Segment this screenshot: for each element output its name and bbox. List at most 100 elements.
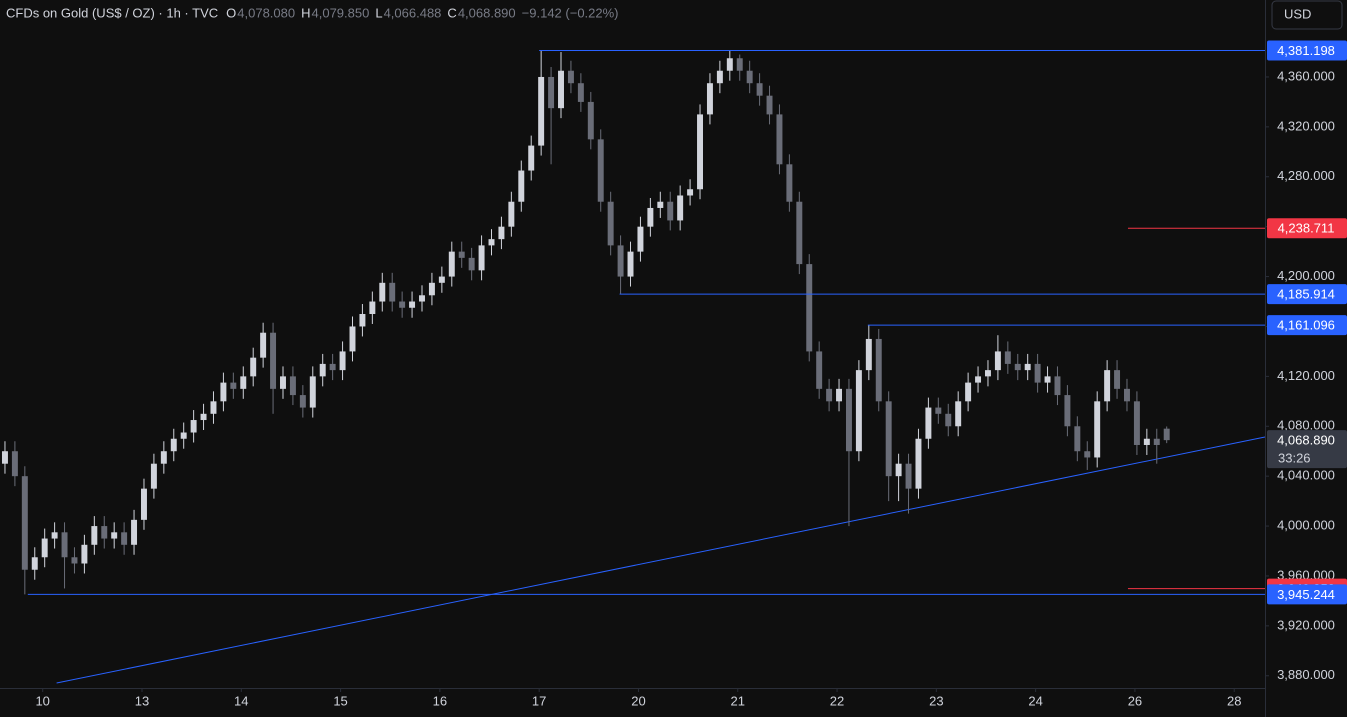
- candle-body: [816, 351, 823, 389]
- candle-body: [309, 376, 316, 408]
- x-tick-label: 28: [1227, 693, 1241, 708]
- y-tick-label: 3,920.000: [1277, 617, 1335, 632]
- candle-body: [776, 114, 783, 165]
- candle-body: [81, 544, 88, 564]
- candle-body: [945, 413, 952, 427]
- candle-body: [984, 370, 991, 377]
- price-label: 4,381.198: [1277, 43, 1335, 58]
- candle-body: [1084, 451, 1091, 458]
- candle-body: [210, 401, 217, 414]
- candle-body: [796, 201, 803, 265]
- y-tick-label: 4,000.000: [1277, 518, 1335, 533]
- candle-body: [1163, 428, 1170, 441]
- candle-body: [756, 83, 763, 96]
- countdown-label: 33:26: [1278, 451, 1311, 466]
- ohlc-key: C: [447, 5, 456, 20]
- candle-body: [1024, 363, 1031, 371]
- candle-body: [220, 382, 227, 402]
- candle-body: [280, 376, 286, 389]
- candle-body: [488, 239, 495, 246]
- candle-body: [1044, 376, 1051, 383]
- candle-body: [1, 451, 8, 464]
- candle-body: [905, 463, 912, 489]
- candle-body: [11, 451, 18, 477]
- candle-body: [716, 70, 723, 84]
- candle-body: [647, 207, 654, 227]
- ohlc-key: O: [226, 5, 236, 20]
- candle-body: [458, 251, 465, 258]
- candle-body: [518, 170, 525, 202]
- last-price-box: [1267, 430, 1347, 469]
- candle-body: [736, 58, 743, 71]
- ohlc-key: L: [375, 5, 382, 20]
- candle-body: [438, 276, 445, 283]
- candle-body: [1094, 401, 1101, 458]
- candle-body: [935, 407, 942, 414]
- y-tick-label: 4,080.000: [1277, 418, 1335, 433]
- candle-body: [1153, 438, 1160, 445]
- candle-body: [51, 532, 58, 539]
- candle-body: [260, 332, 267, 358]
- candle-body: [885, 401, 892, 477]
- candle-body: [319, 363, 326, 377]
- ohlc-value: 4,066.488: [384, 5, 442, 20]
- ohlc-value: 4,079.850: [312, 5, 370, 20]
- candle-body: [558, 70, 564, 109]
- candle-body: [299, 395, 306, 408]
- candle-body: [617, 245, 624, 277]
- candle-body: [875, 338, 882, 402]
- candle-body: [289, 376, 296, 396]
- candle-body: [270, 332, 277, 389]
- y-tick-label: 3,880.000: [1277, 667, 1335, 682]
- candle-body: [607, 201, 614, 246]
- y-tick-label: 4,320.000: [1277, 118, 1335, 133]
- price-label-box: [1267, 40, 1347, 61]
- candle-body: [399, 301, 406, 308]
- candle-body: [359, 313, 366, 327]
- candle-body: [925, 407, 932, 439]
- candle-body: [349, 326, 356, 352]
- candle-body: [41, 538, 48, 558]
- candle-body: [369, 301, 376, 314]
- candle-body: [428, 282, 435, 296]
- candle-body: [915, 438, 922, 489]
- price-label-box: [1267, 284, 1347, 305]
- candle-body: [667, 201, 674, 221]
- candle-body: [160, 451, 167, 464]
- candle-body: [448, 251, 455, 277]
- currency-button[interactable]: [1271, 0, 1343, 30]
- candle-body: [31, 557, 38, 570]
- candle-body: [706, 83, 713, 115]
- candle-body: [131, 519, 138, 545]
- candle-body: [1034, 363, 1041, 383]
- currency-label[interactable]: USD: [1284, 6, 1311, 21]
- candle-body: [528, 145, 535, 171]
- candle-body: [71, 557, 78, 564]
- candle-body: [329, 363, 336, 371]
- ohlc-value: 4,068.890: [458, 5, 516, 20]
- price-label: 3,945.244: [1277, 587, 1335, 602]
- x-tick-label: 24: [1028, 693, 1042, 708]
- candle-body: [687, 189, 694, 196]
- candle-body: [468, 257, 475, 271]
- candle-body: [836, 388, 843, 402]
- candle-body: [577, 83, 584, 102]
- candle-body: [726, 58, 733, 71]
- candle-body: [855, 370, 862, 452]
- candle-body: [1074, 426, 1081, 452]
- price-label-box: [1267, 584, 1347, 605]
- candle-body: [657, 201, 664, 208]
- candle-body: [538, 76, 545, 146]
- y-tick-label: 4,200.000: [1277, 268, 1335, 283]
- x-tick-label: 13: [135, 693, 149, 708]
- candle-body: [806, 264, 813, 352]
- candle-body: [61, 532, 68, 558]
- candle-body: [965, 382, 972, 402]
- y-tick-label: 4,280.000: [1277, 168, 1335, 183]
- x-tick-label: 10: [35, 693, 49, 708]
- last-price-label: 4,068.890: [1277, 433, 1335, 448]
- candle-body: [1143, 438, 1150, 445]
- y-tick-label: 4,040.000: [1277, 468, 1335, 483]
- x-tick-label: 15: [333, 693, 347, 708]
